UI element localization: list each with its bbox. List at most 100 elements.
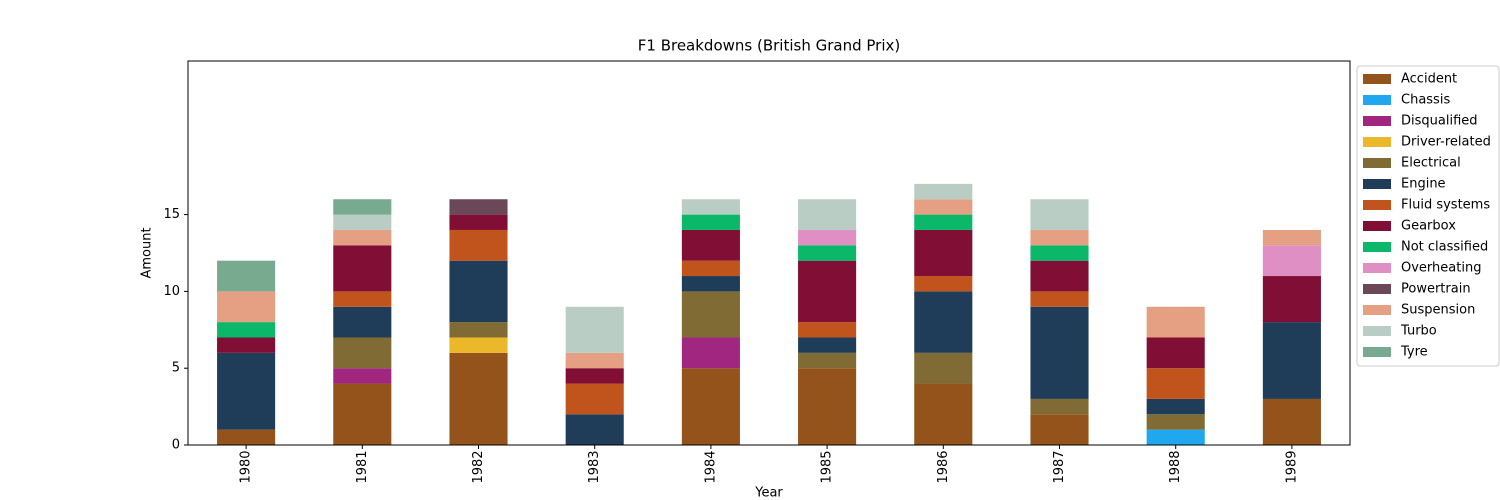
- legend-swatch: [1363, 74, 1391, 84]
- legend-swatch: [1363, 179, 1391, 189]
- bar-segment: [1146, 337, 1205, 369]
- bar-segment: [449, 322, 508, 338]
- legend-label: Accident: [1401, 72, 1457, 87]
- bar-segment: [798, 368, 857, 445]
- legend-swatch: [1363, 200, 1391, 210]
- bar-segment: [565, 352, 624, 369]
- legend-label: Engine: [1401, 177, 1446, 192]
- bar-segment: [798, 322, 857, 338]
- bar-segment: [449, 352, 508, 445]
- bar-segment: [565, 306, 624, 353]
- bar-segment: [449, 337, 508, 353]
- bar-segment: [333, 383, 392, 445]
- bar-segment: [1030, 199, 1089, 230]
- bar-segment: [681, 260, 740, 277]
- bar-segment: [333, 229, 392, 246]
- bar-segment: [914, 214, 973, 230]
- bar-segment: [217, 352, 276, 430]
- bar-segment: [798, 245, 857, 261]
- x-tick-label: 1989: [1284, 450, 1299, 483]
- y-axis-label: Amount: [140, 227, 155, 278]
- bar-segment: [1030, 229, 1089, 246]
- bar-segment: [1146, 414, 1205, 430]
- bar-segment: [449, 214, 508, 230]
- bar-segment: [565, 414, 624, 445]
- chart-title: F1 Breakdowns (British Grand Prix): [638, 37, 900, 55]
- legend-label: Suspension: [1401, 303, 1475, 318]
- bar-segment: [449, 199, 508, 215]
- bar-segment: [217, 322, 276, 338]
- y-tick-label: 10: [163, 284, 180, 299]
- bar-segment: [681, 229, 740, 261]
- bar-segment: [1146, 398, 1205, 415]
- legend-swatch: [1363, 221, 1391, 231]
- x-tick-label: 1980: [239, 450, 254, 483]
- y-tick-label: 0: [172, 438, 180, 453]
- bar-segment: [798, 199, 857, 230]
- bar-segment: [914, 291, 973, 353]
- legend-label: Chassis: [1401, 93, 1450, 108]
- x-tick-label: 1981: [355, 450, 370, 483]
- legend-swatch: [1363, 137, 1391, 147]
- bar-segment: [798, 337, 857, 353]
- legend-swatch: [1363, 158, 1391, 168]
- legend-swatch: [1363, 116, 1391, 126]
- x-tick-label: 1987: [1052, 450, 1067, 483]
- bar-segment: [333, 199, 392, 215]
- bar-segment: [217, 291, 276, 323]
- bar-segment: [565, 383, 624, 415]
- bar-segment: [1262, 245, 1321, 277]
- y-tick-label: 5: [172, 361, 180, 376]
- x-tick-label: 1986: [936, 450, 951, 483]
- bar-segment: [914, 199, 973, 215]
- bar-segment: [217, 429, 276, 445]
- x-tick-label: 1983: [587, 450, 602, 483]
- bar-segment: [1030, 398, 1089, 415]
- x-tick-label: 1988: [1168, 450, 1183, 483]
- bar-segment: [333, 337, 392, 369]
- legend-label: Gearbox: [1401, 219, 1456, 234]
- bar-segment: [1262, 229, 1321, 246]
- bar-segment: [914, 276, 973, 292]
- bar-segment: [1262, 398, 1321, 445]
- bar-segment: [798, 260, 857, 323]
- bar-segment: [217, 260, 276, 292]
- bar-segment: [914, 229, 973, 277]
- bar-segment: [681, 291, 740, 338]
- x-tick-label: 1982: [471, 450, 486, 483]
- bar-segment: [1262, 322, 1321, 399]
- legend-swatch: [1363, 347, 1391, 357]
- legend-label: Turbo: [1400, 324, 1437, 339]
- legend-swatch: [1363, 242, 1391, 252]
- bar-segment: [1146, 368, 1205, 399]
- x-tick-label: 1985: [820, 450, 835, 483]
- legend-label: Disqualified: [1401, 114, 1478, 129]
- bar-segment: [681, 199, 740, 215]
- legend-swatch: [1363, 95, 1391, 105]
- bar-segment: [914, 383, 973, 445]
- legend-label: Powertrain: [1401, 282, 1471, 297]
- bar-segment: [798, 352, 857, 369]
- bar-segment: [1030, 291, 1089, 307]
- bar-segment: [1030, 414, 1089, 445]
- bar-segment: [565, 368, 624, 384]
- bar-segment: [333, 291, 392, 307]
- bar-segment: [798, 229, 857, 246]
- bar-segment: [333, 245, 392, 292]
- bar-segment: [1030, 260, 1089, 292]
- legend-swatch: [1363, 263, 1391, 273]
- bar-segment: [681, 368, 740, 445]
- bar-segment: [333, 214, 392, 230]
- legend-swatch: [1363, 284, 1391, 294]
- bar-segment: [1030, 306, 1089, 399]
- legend-label: Electrical: [1401, 156, 1461, 171]
- bar-segment: [681, 214, 740, 230]
- bar-segment: [681, 337, 740, 369]
- plot-frame: [187, 60, 1351, 446]
- x-tick-label: 1984: [703, 450, 718, 483]
- bar-segment: [914, 352, 973, 384]
- legend-box: [1356, 65, 1500, 367]
- legend-label: Fluid systems: [1401, 198, 1490, 213]
- legend-swatch: [1363, 326, 1391, 336]
- bar-segment: [914, 183, 973, 200]
